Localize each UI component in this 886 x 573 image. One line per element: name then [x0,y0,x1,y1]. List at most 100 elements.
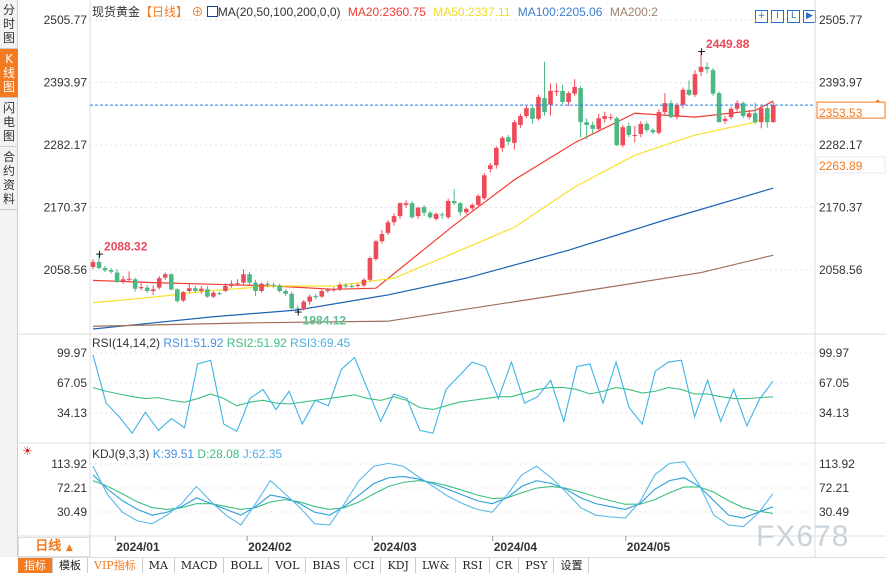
kdj-k-value: K:39.51 [152,447,195,461]
view-tab-2[interactable]: 闪电图 [0,98,18,147]
price-tick-right: 2058.56 [819,263,863,277]
candle-body [283,291,288,294]
watermark-logo: FX678 [756,520,850,553]
candle-body [614,118,620,146]
view-tabs: 分时图 K线图 闪电图 合约资料 [0,0,18,557]
view-tab-3[interactable]: 合约资料 [0,147,18,210]
indicator-tab-ma[interactable]: MA [143,558,175,573]
kdj-j-line [92,461,774,528]
candle-body [433,213,439,219]
candle-body [90,261,96,267]
indicator-tab-cci[interactable]: CCI [347,558,382,573]
extreme-marker: + [697,45,706,58]
candle-body [680,89,686,105]
candle-body [211,292,216,297]
ma20-value: MA20:2360.75 [347,5,426,19]
date-label: 2024/03 [373,540,417,554]
candle-body [132,279,138,289]
candle-body [494,147,499,166]
candle-body [469,204,475,209]
crosshair-icon[interactable]: + [755,10,768,23]
candle-body [638,123,644,134]
candle-body [102,268,108,271]
indicator-tab-vol[interactable]: VOL [269,558,307,573]
candle-body [259,283,264,292]
ma200-value: MA200:2 [609,5,658,19]
indicator-tab-kdj[interactable]: KDJ [381,558,416,573]
price-tick-left: 2282.17 [44,138,88,152]
candle-body [181,292,186,301]
date-label: 2024/02 [248,540,292,554]
candle-body [391,216,397,223]
scroll-top-icon: ⏶ [874,97,882,107]
indicator-tab-模板[interactable]: 模板 [53,558,88,573]
indicator-settings-icon[interactable]: ☀ [22,444,33,458]
ma100-value: MA100:2205.06 [517,5,603,19]
date-label: 2024/04 [494,540,538,554]
kdj-tick-right: 113.92 [819,457,855,471]
zoom-in-icon[interactable]: I [771,10,784,23]
candle-body [740,103,746,117]
candle-body [241,274,246,283]
candle-body [271,284,276,286]
price-tick-right: 2393.97 [819,76,863,90]
ma50-value: MA50:2337.11 [433,5,511,19]
indicator-tab-指标[interactable]: 指标 [18,558,53,573]
extreme-label-high: 2449.88 [706,37,750,51]
candle-body [572,86,577,94]
candle-body [126,278,132,280]
kdj-title: KDJ(9,3,3) [92,447,150,461]
candle-body [337,284,343,290]
candle-body [536,97,541,119]
indicator-tab-bar: 指标 模板 VIP指标 MA MACD BOLL VOL BIAS CCI KDJ LW& RSI CR… [18,557,886,573]
view-tab-1[interactable]: K线图 [0,49,18,98]
indicator-tab-boll[interactable]: BOLL [224,558,270,573]
candle-body [758,108,764,123]
indicator-tab-cr[interactable]: CR [490,558,520,573]
candle-body [114,272,120,283]
kdj-legend: KDJ(9,3,3) K:39.51 D:28.08 J:62.35 [92,447,282,461]
candle-body [361,279,367,286]
indicator-tab-vip指标[interactable]: VIP指标 [88,558,143,573]
candle-body [632,135,638,137]
chart-toolbar: + I L ▶ [752,3,816,23]
candle-body [235,283,240,285]
period-selector[interactable]: 日线 ▲ [18,537,90,557]
triangle-up-icon: ▲ [65,543,73,553]
candle-body [373,241,379,260]
candle-body [174,289,180,302]
candle-body [331,289,337,291]
symbol-name: 现货黄金 [92,5,141,19]
candle-body [488,165,493,170]
candle-body [692,74,698,95]
indicator-tab-rsi[interactable]: RSI [456,558,490,573]
candle-body [596,118,601,129]
candle-body [506,137,511,142]
candle-body [193,288,198,292]
candle-body [650,130,656,133]
ma-indicator-icon[interactable] [206,6,218,17]
settings-icon[interactable]: ⊕ [191,5,204,19]
candle-body [415,207,421,217]
indicator-tab-bias[interactable]: BIAS [306,558,348,573]
indicator-tab-psy[interactable]: PSY [519,558,555,573]
zoom-out-icon[interactable]: L [787,10,800,23]
candle-body [770,105,776,123]
chart-legend: 现货黄金【日线】 ⊕ MA(20,50,100,200,0,0) MA20:23… [92,3,658,20]
candle-body [96,261,102,269]
candle-body [710,70,716,94]
candle-body [620,127,626,146]
candle-body [265,283,270,285]
rsi1-value: RSI1:51.92 [163,336,224,350]
rsi-tick-left: 34.13 [57,406,87,420]
candle-body [427,212,433,218]
indicator-tab-设置[interactable]: 设置 [554,558,590,573]
indicator-tab-lw&[interactable]: LW& [416,558,457,573]
indicator-tab-macd[interactable]: MACD [175,558,225,573]
candle-body [500,137,505,148]
candle-body [168,274,174,290]
view-tab-0[interactable]: 分时图 [0,0,18,49]
candle-body [301,301,306,310]
kdj-tick-left: 30.49 [57,505,87,519]
